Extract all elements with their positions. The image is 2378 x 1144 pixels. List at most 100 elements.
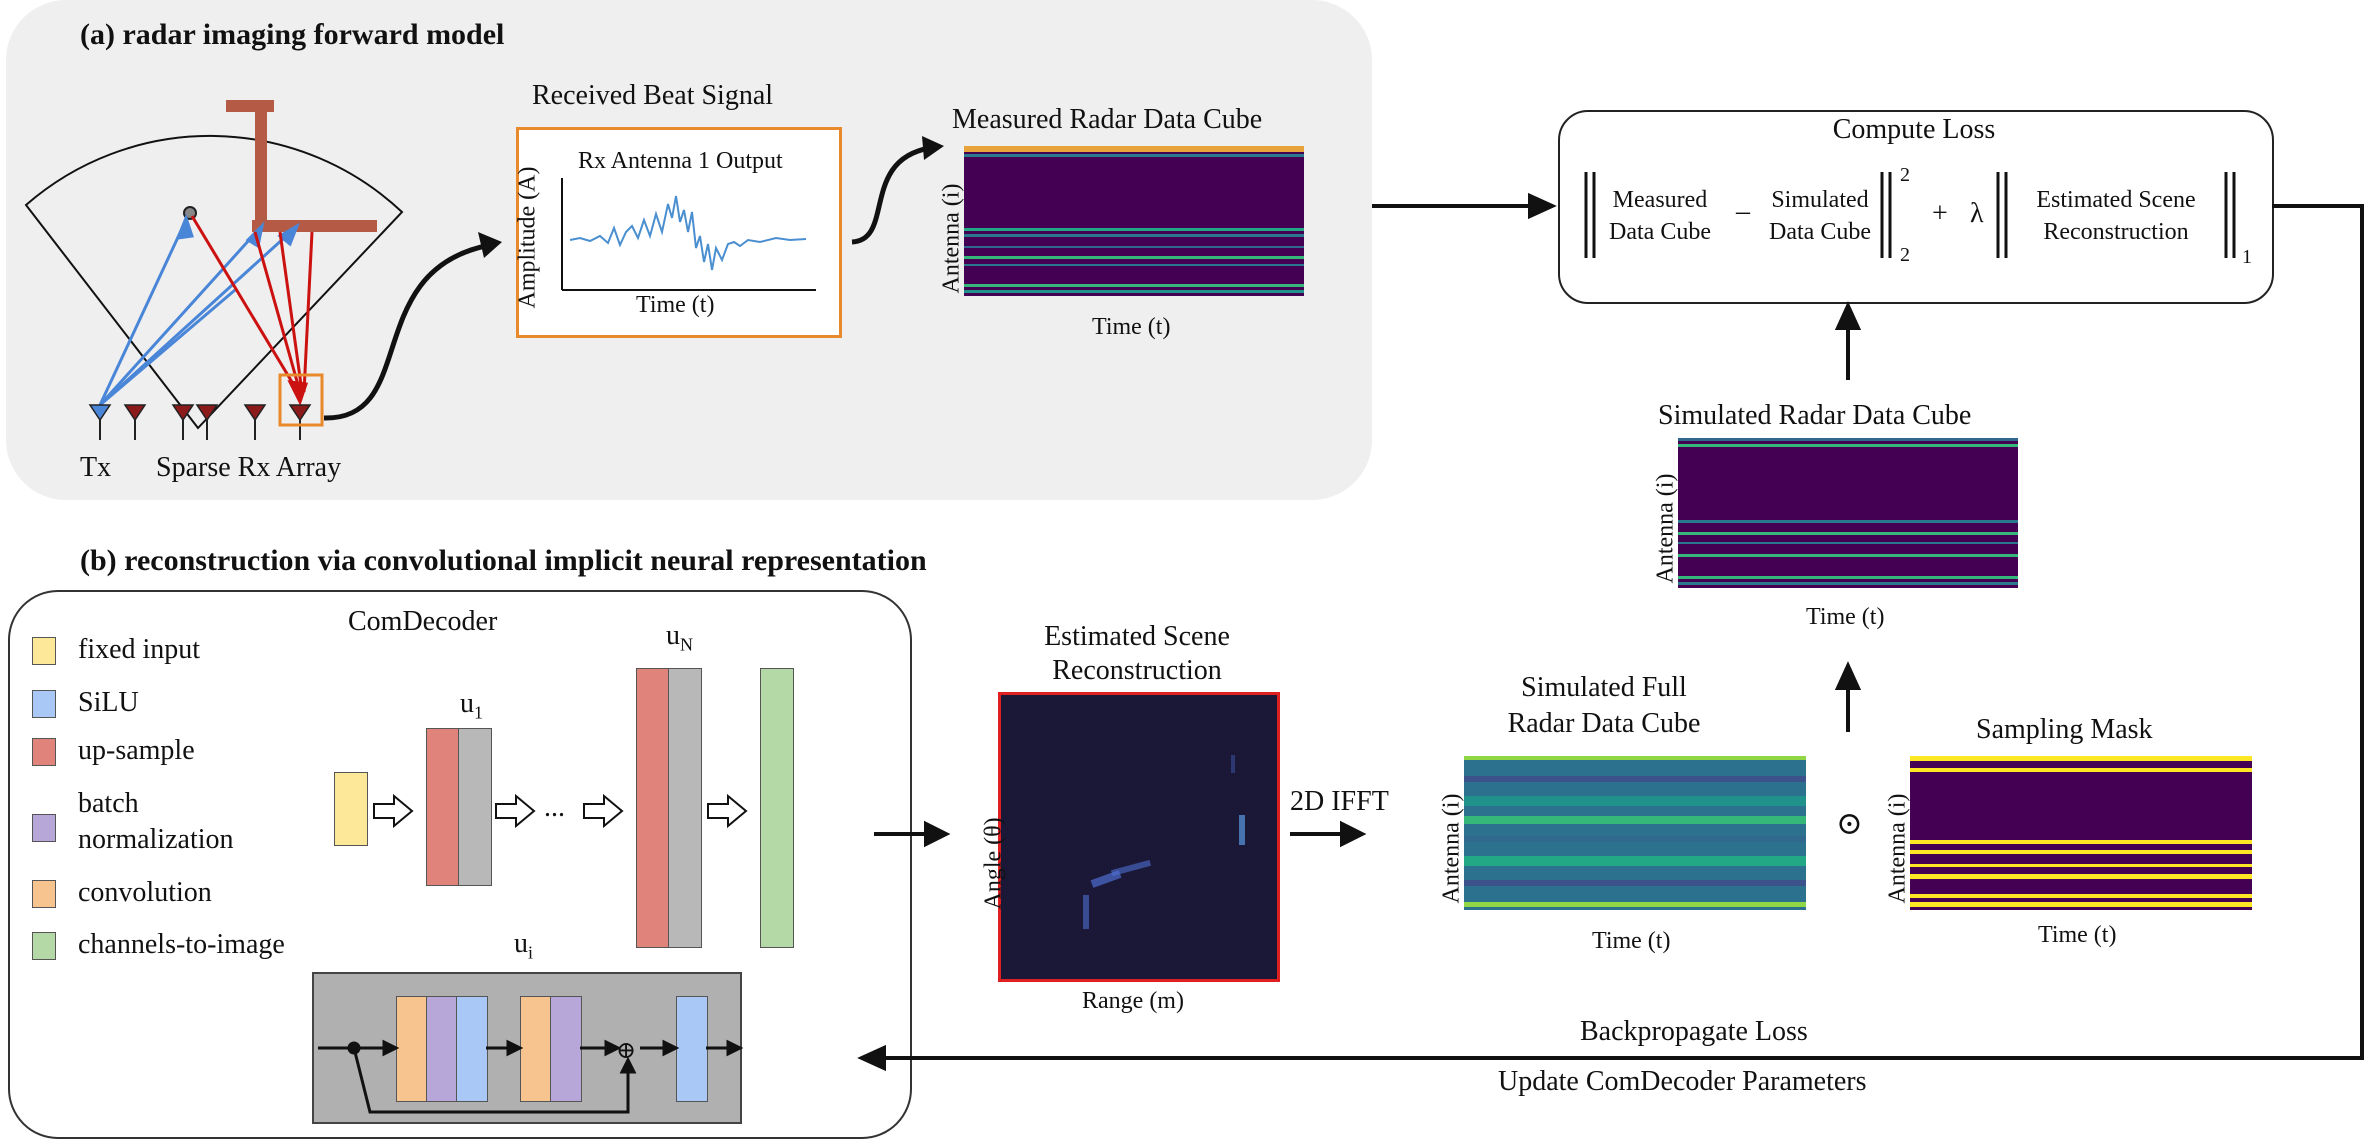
- estimated-ylabel: Angle (θ): [980, 817, 1007, 910]
- rx-antenna-icon: [171, 404, 195, 422]
- curved-arrow-to-measured: [851, 145, 931, 245]
- beat-xlabel: Time (t): [636, 292, 715, 318]
- legend-label-silu: SiLU: [78, 687, 139, 718]
- loss-term-simulated: Simulated Data Cube: [1760, 184, 1880, 248]
- loss-term-measured-line2: Data Cube: [1609, 219, 1711, 245]
- legend-label-up-sample: up-sample: [78, 735, 195, 766]
- legend-label-fixed-input: fixed input: [78, 634, 201, 665]
- lambda-symbol: λ: [1970, 198, 1984, 229]
- estimated-title-line1: Estimated Scene: [1044, 621, 1230, 652]
- rx-antenna-icon: [123, 404, 147, 422]
- antenna-array: [88, 404, 312, 440]
- curved-arrow-to-beat: [323, 242, 491, 421]
- arrowhead-icon: [478, 232, 502, 258]
- beat-inner-title: Rx Antenna 1 Output: [578, 148, 783, 174]
- fixed-input-block: [334, 772, 368, 846]
- ui-batchnorm-block: [426, 996, 458, 1102]
- un-label: uN: [666, 620, 693, 656]
- norm-subscript-1: 1: [2242, 246, 2252, 268]
- legend-swatch-batch-normalization: [32, 814, 56, 842]
- rx-rays: [190, 215, 314, 406]
- beat-waveform: [569, 195, 807, 271]
- full-cube-xlabel: Time (t): [1592, 928, 1671, 954]
- full-cube-image: [1464, 756, 1806, 910]
- loss-term-measured: Measured Data Cube: [1600, 184, 1720, 248]
- minus-sign: –: [1736, 196, 1750, 227]
- legend-swatch-up-sample: [32, 738, 56, 766]
- legend-swatch-silu: [32, 690, 56, 718]
- beat-signal-title: Received Beat Signal: [532, 80, 774, 111]
- mask-title: Sampling Mask: [1976, 714, 2153, 745]
- hollow-arrow-icon: [373, 793, 748, 829]
- estimated-scene-image: [998, 692, 1280, 982]
- antenna-highlight-box: [278, 373, 324, 427]
- ui-letter: u: [514, 928, 528, 959]
- mask-ylabel: Antenna (i): [1884, 793, 1911, 904]
- u1-letter: u: [460, 688, 474, 719]
- simulated-cube-image: [1678, 438, 2018, 588]
- legend-label-channels-to-image: channels-to-image: [78, 929, 285, 960]
- ui-subscript: i: [528, 942, 534, 963]
- legend-label-normalization: normalization: [78, 824, 234, 855]
- beat-signal-plot: [516, 127, 842, 338]
- channels-to-image-block: [760, 668, 794, 948]
- legend-label-convolution: convolution: [78, 877, 212, 908]
- measured-cube-image: [964, 146, 1304, 296]
- compute-loss-box: [1558, 110, 2274, 304]
- compute-loss-title: Compute Loss: [1832, 114, 1996, 145]
- full-cube-title-line1: Simulated Full: [1521, 672, 1687, 703]
- tx-antenna-icon: [88, 404, 112, 422]
- loss-term-simulated-line2: Data Cube: [1769, 219, 1871, 245]
- plus-sign: +: [1932, 198, 1948, 229]
- norm-superscript: 2: [1900, 164, 1910, 186]
- loss-term-estimated-line1: Estimated Scene: [2036, 187, 2196, 213]
- un-upsample-block: [636, 668, 670, 948]
- residual-add-icon: ⊕: [616, 1038, 637, 1064]
- measured-cube-title: Measured Radar Data Cube: [952, 104, 1263, 135]
- loss-term-measured-line1: Measured: [1612, 187, 1708, 213]
- hadamard-product-icon: ⊙: [1836, 805, 1863, 841]
- tx-rays: [98, 213, 300, 407]
- mask-xlabel: Time (t): [2038, 922, 2117, 948]
- full-cube-title: Simulated Full Radar Data Cube: [1444, 670, 1764, 742]
- legend-label-batch: batch: [78, 788, 139, 819]
- un-gray-block: [668, 668, 702, 948]
- ui-conv-block-2: [520, 996, 552, 1102]
- field-of-view-fan: [24, 134, 404, 430]
- panel-b-heading: (b) reconstruction via convolutional imp…: [80, 544, 927, 577]
- ui-silu-block-2: [676, 996, 708, 1102]
- legend-swatch-fixed-input: [32, 637, 56, 665]
- ellipsis: ...: [544, 792, 565, 823]
- estimated-xlabel: Range (m): [1082, 988, 1184, 1014]
- estimated-scene-title: Estimated Scene Reconstruction: [1000, 620, 1274, 688]
- u1-label: u1: [460, 688, 483, 724]
- u1-subscript: 1: [474, 702, 483, 723]
- un-letter: u: [666, 620, 680, 651]
- norm-subscript-2: 2: [1900, 244, 1910, 266]
- estimated-title-line2: Reconstruction: [1052, 655, 1222, 686]
- rx-antenna-icon: [195, 404, 219, 422]
- full-cube-ylabel: Antenna (i): [1438, 793, 1465, 904]
- wall-vertical-icon: [255, 100, 267, 230]
- u1-gray-block: [458, 728, 492, 886]
- simulated-cube-title: Simulated Radar Data Cube: [1658, 400, 1972, 431]
- legend-swatch-channels-to-image: [32, 932, 56, 960]
- un-subscript: N: [680, 634, 693, 655]
- rx-antenna-icon: [288, 404, 312, 422]
- simulated-cube-xlabel: Time (t): [1806, 604, 1885, 630]
- ui-label: ui: [514, 928, 533, 964]
- loss-term-estimated-line2: Reconstruction: [2043, 219, 2189, 245]
- full-cube-title-line2: Radar Data Cube: [1507, 708, 1701, 739]
- panel-a-heading: (a) radar imaging forward model: [80, 18, 505, 51]
- loss-term-estimated: Estimated Scene Reconstruction: [2010, 184, 2222, 248]
- sampling-mask-image: [1910, 756, 2252, 910]
- legend-swatch-convolution: [32, 880, 56, 908]
- ui-silu-block: [456, 996, 488, 1102]
- decoder-title: ComDecoder: [348, 606, 498, 637]
